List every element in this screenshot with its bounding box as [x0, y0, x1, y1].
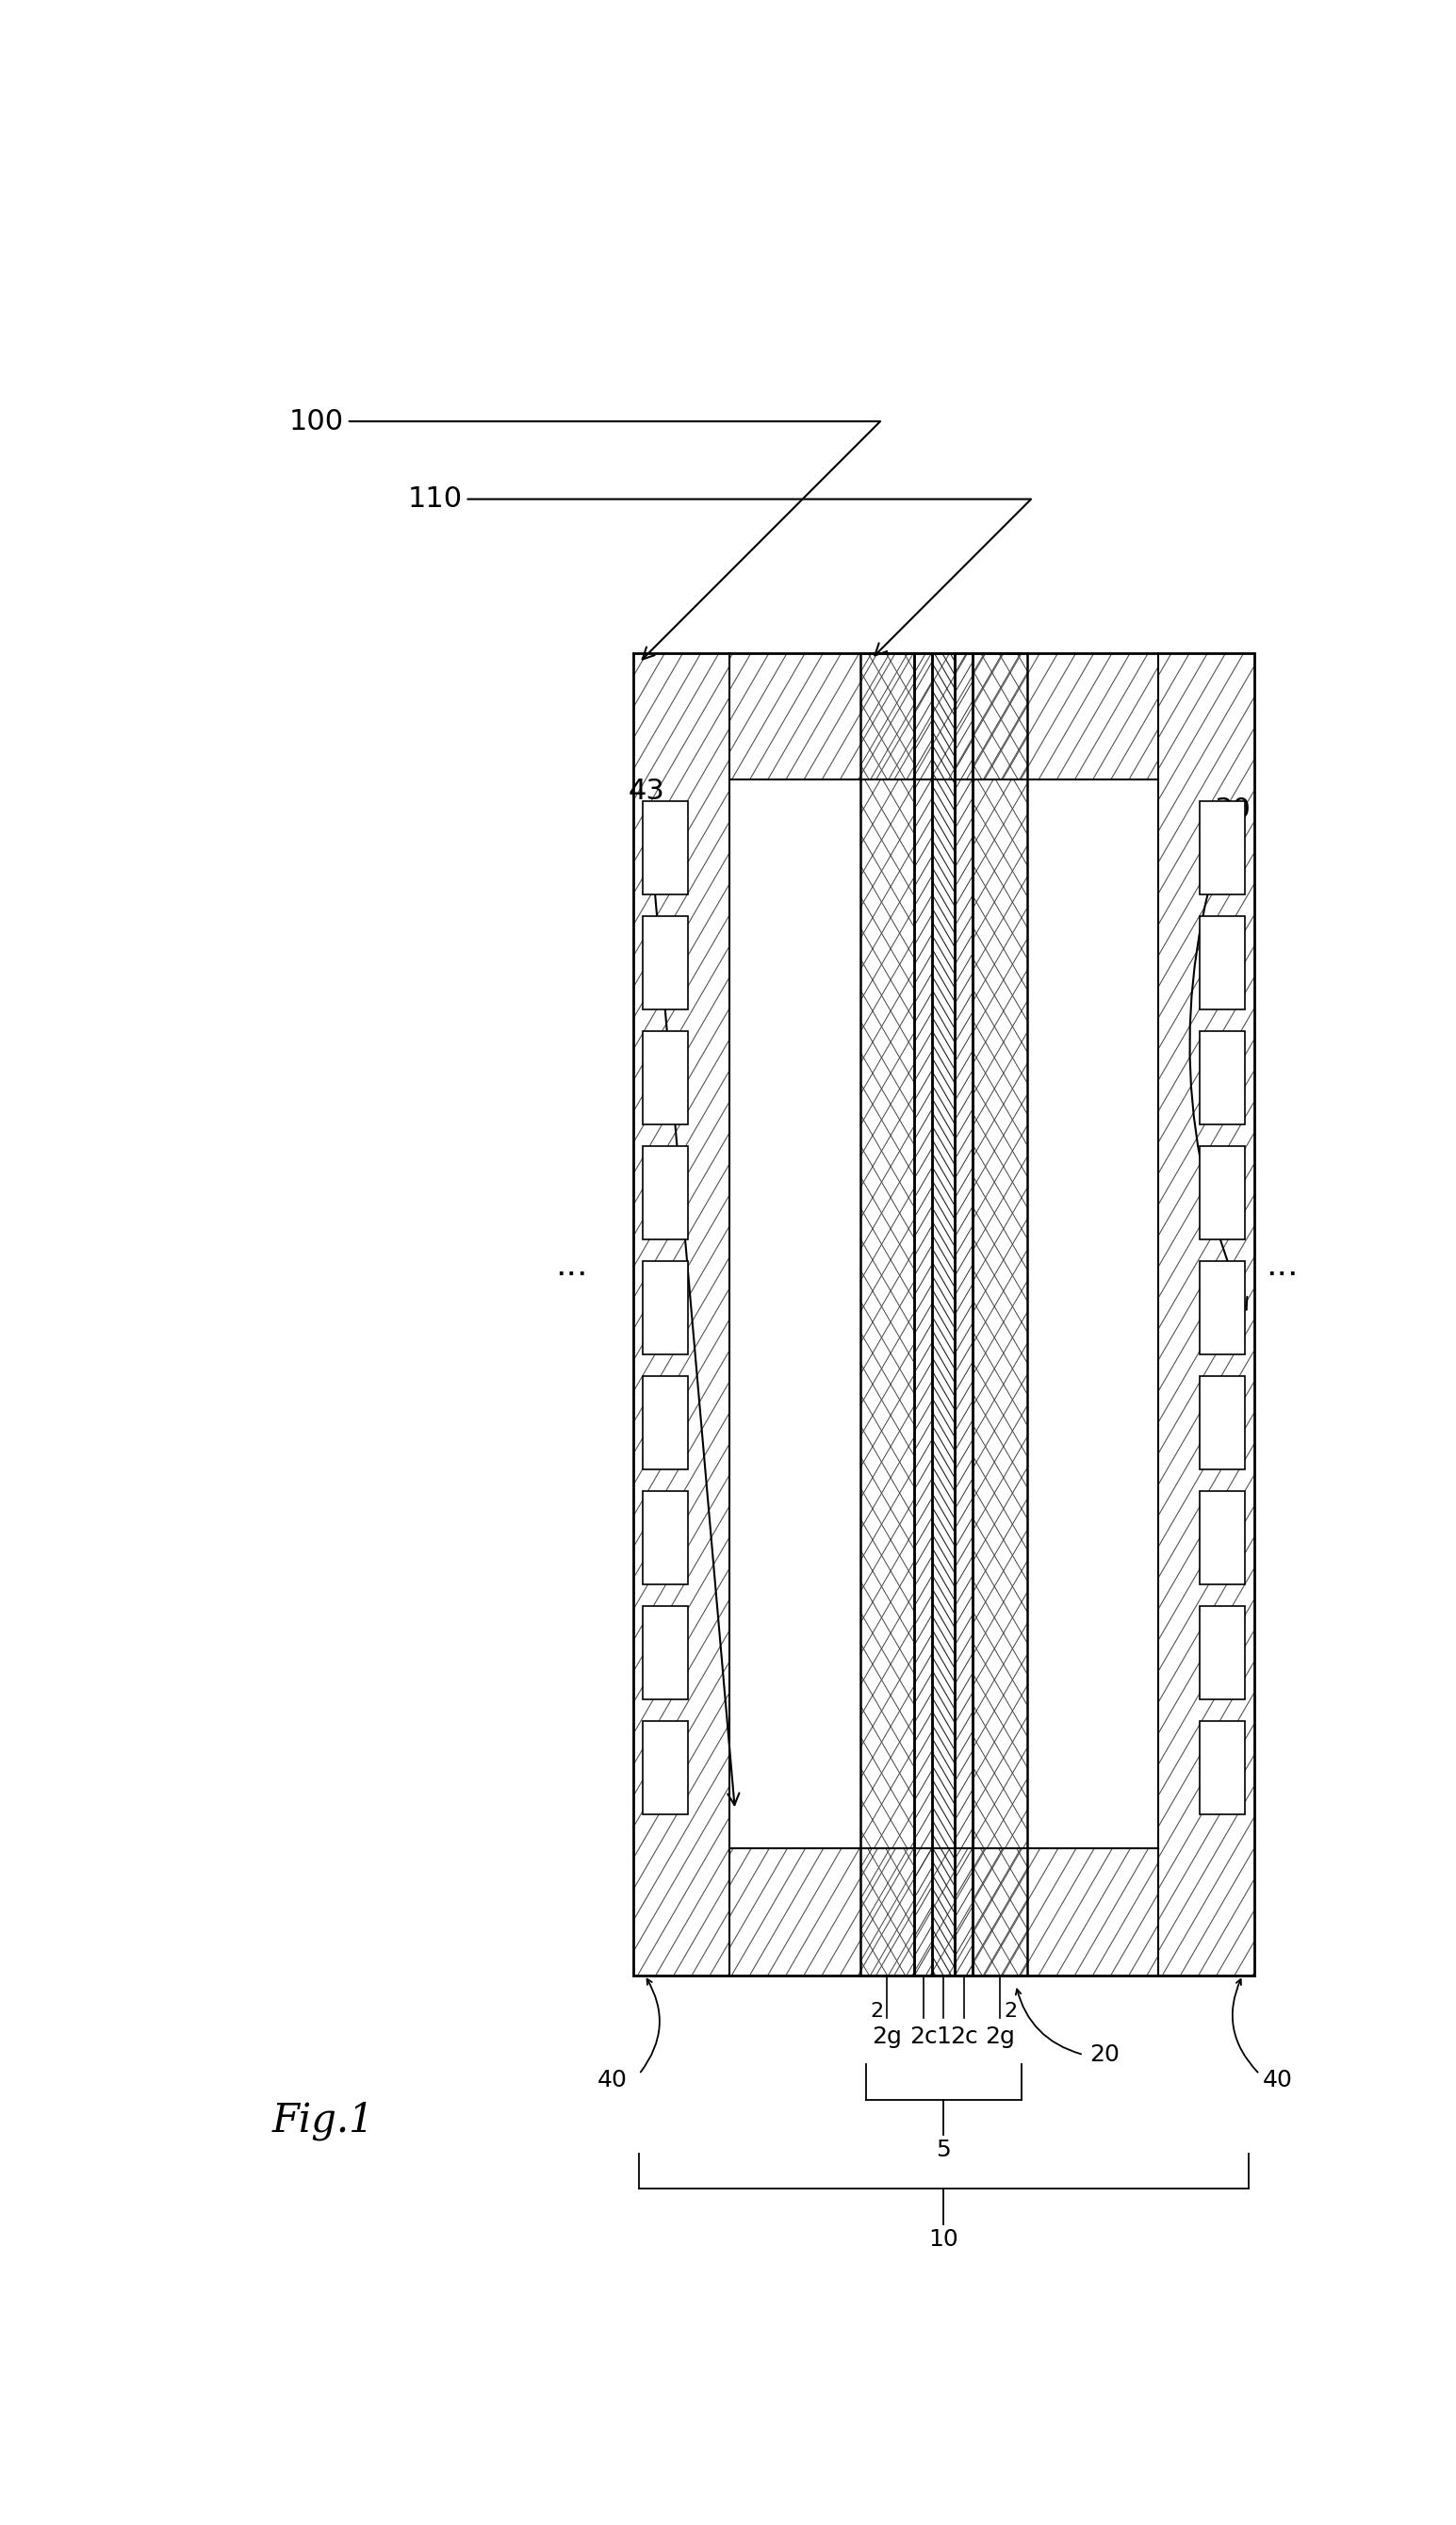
- Bar: [1200, 800, 1245, 894]
- Text: 2g: 2g: [986, 2025, 1015, 2048]
- Text: 2g: 2g: [872, 2025, 903, 2048]
- Text: 30: 30: [1190, 795, 1251, 1310]
- Bar: [955, 654, 973, 1975]
- Text: 2: 2: [1003, 2002, 1016, 2020]
- Bar: [642, 1376, 687, 1470]
- Bar: [633, 654, 1254, 1975]
- Text: 40: 40: [597, 2068, 628, 2091]
- Bar: [633, 654, 1254, 1975]
- Text: 2c: 2c: [910, 2025, 938, 2048]
- Bar: [642, 1606, 687, 1699]
- Text: 43: 43: [628, 778, 740, 1805]
- Text: Fig.1: Fig.1: [272, 2101, 374, 2141]
- Bar: [932, 654, 955, 1975]
- Bar: [642, 1490, 687, 1583]
- Text: 40: 40: [1262, 2068, 1293, 2091]
- Bar: [642, 800, 687, 894]
- Bar: [860, 654, 914, 1975]
- Bar: [642, 1146, 687, 1240]
- Text: 10: 10: [929, 2227, 958, 2250]
- Bar: [914, 654, 932, 1975]
- Text: 20: 20: [1089, 2043, 1120, 2065]
- Bar: [642, 1030, 687, 1124]
- Text: 110: 110: [408, 485, 1031, 657]
- Text: 2c: 2c: [949, 2025, 978, 2048]
- Bar: [642, 1722, 687, 1813]
- Text: 5: 5: [936, 2139, 951, 2161]
- Bar: [1200, 1376, 1245, 1470]
- Bar: [1200, 1722, 1245, 1813]
- Text: 1: 1: [936, 2025, 951, 2048]
- Text: ...: ...: [555, 1250, 588, 1280]
- Bar: [1200, 1490, 1245, 1583]
- Bar: [1200, 1260, 1245, 1353]
- Bar: [973, 654, 1026, 1975]
- Bar: [642, 917, 687, 1010]
- Bar: [1200, 1606, 1245, 1699]
- Bar: [1200, 1030, 1245, 1124]
- Bar: [642, 1260, 687, 1353]
- Bar: [1200, 917, 1245, 1010]
- Text: 2: 2: [871, 2002, 884, 2020]
- Text: ...: ...: [1265, 1250, 1299, 1280]
- Bar: [1200, 1146, 1245, 1240]
- Text: 100: 100: [290, 407, 881, 659]
